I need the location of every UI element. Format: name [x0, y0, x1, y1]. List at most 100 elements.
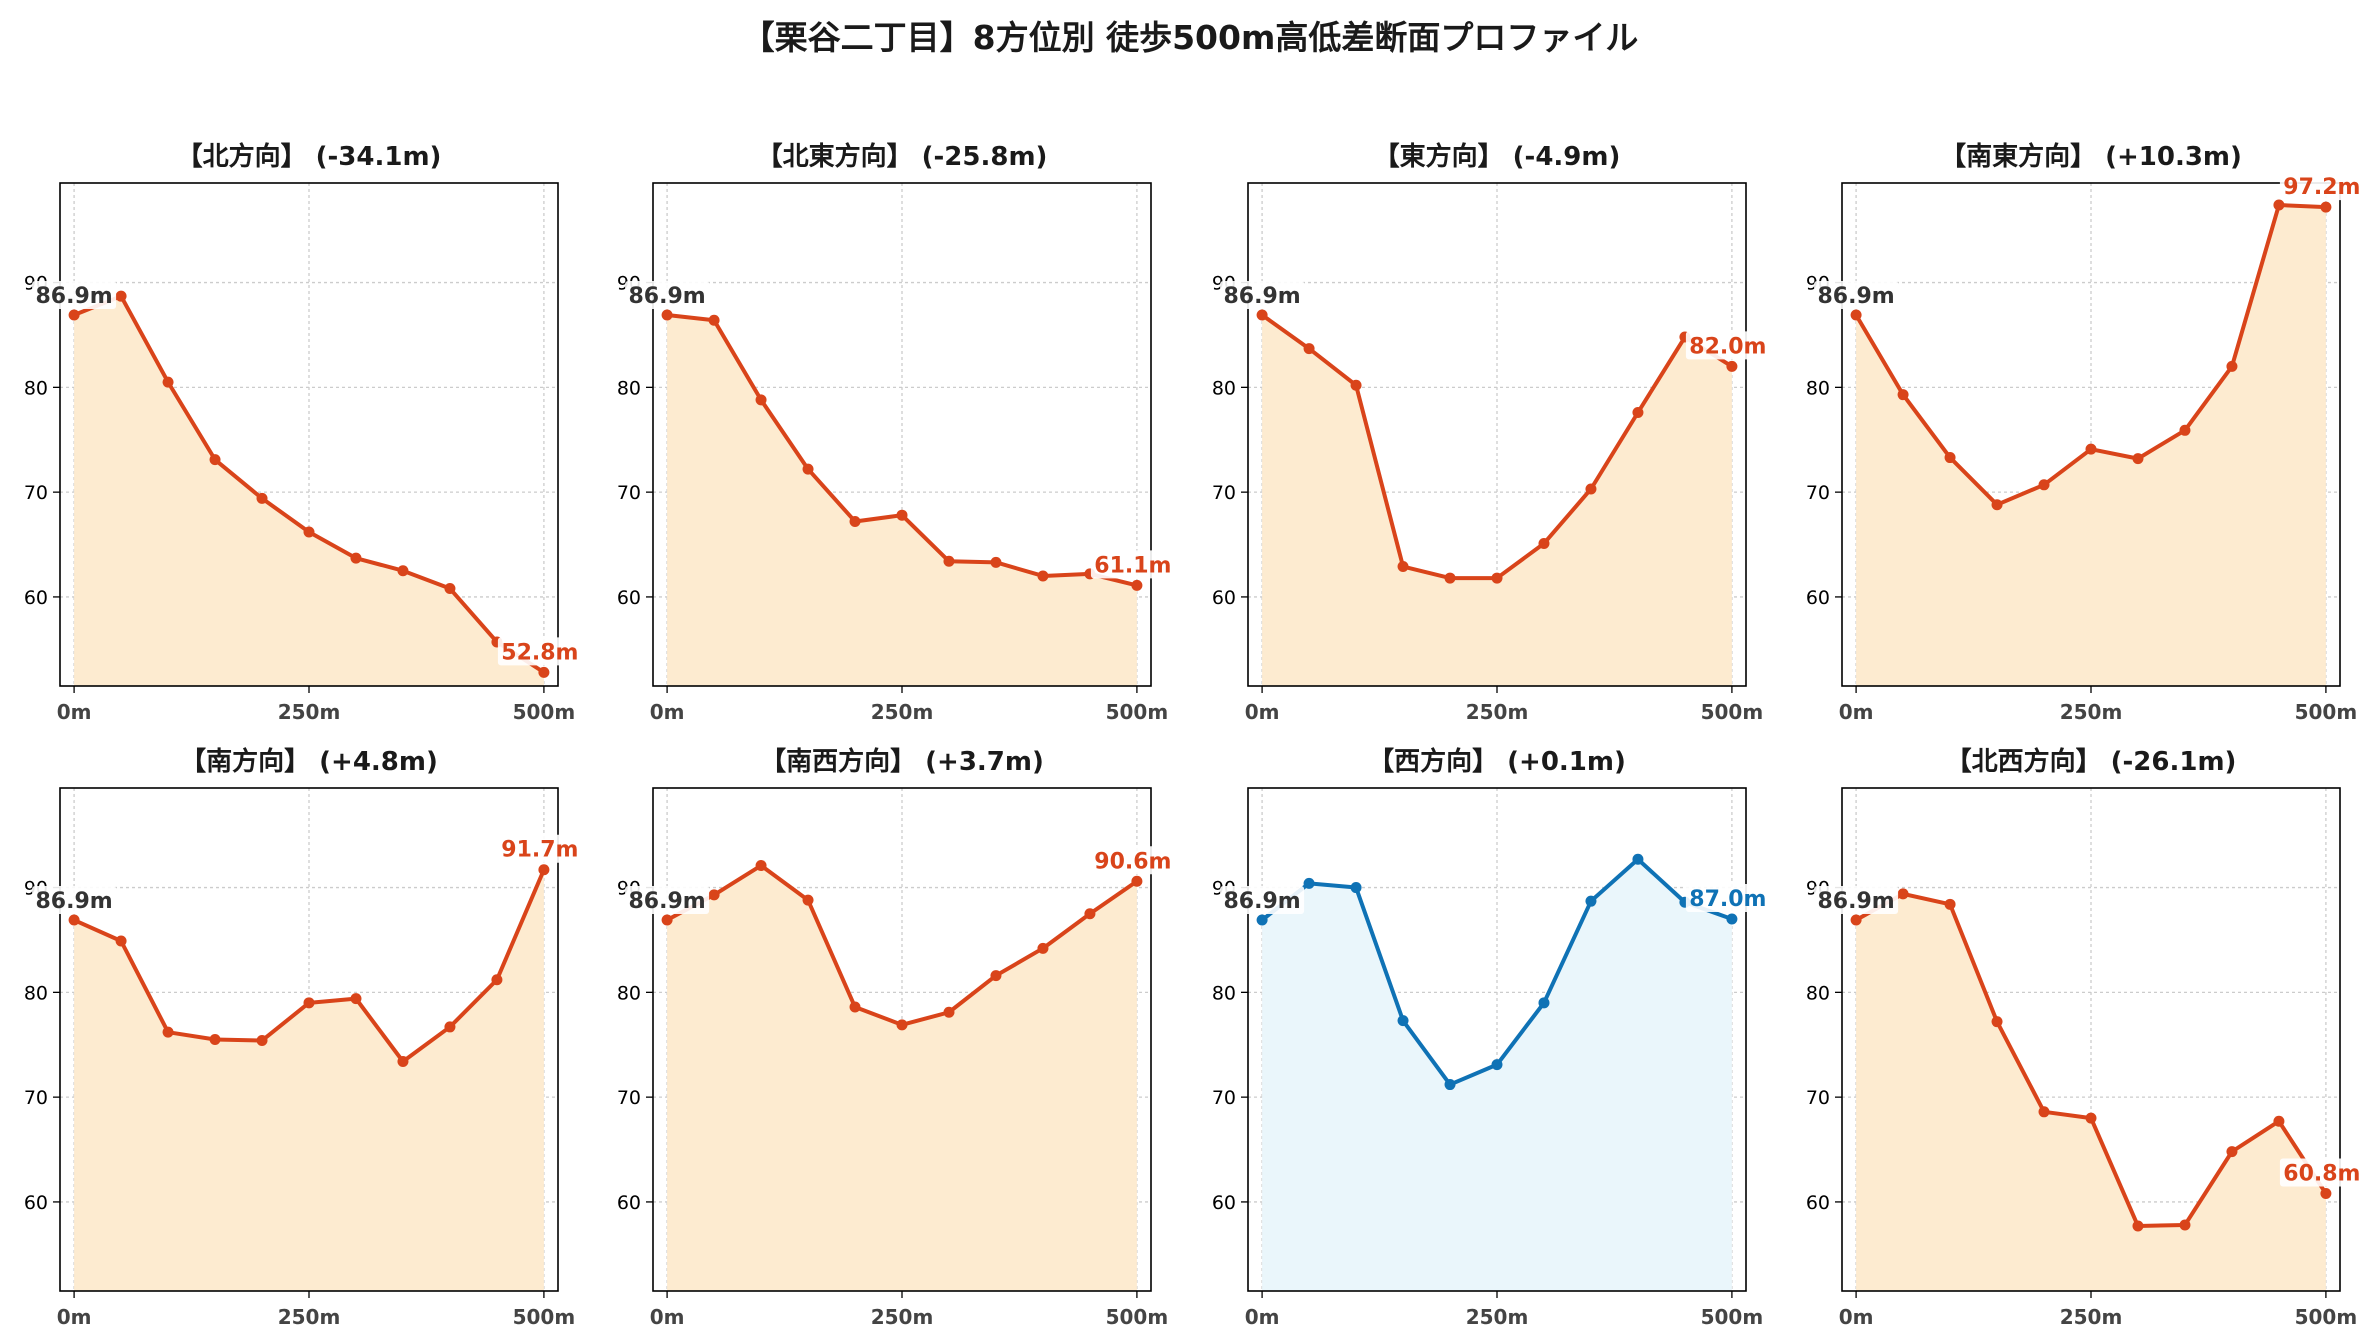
y-tick-label: 60 [617, 587, 641, 609]
data-point [2132, 453, 2144, 465]
y-tick-label: 70 [1806, 482, 1830, 504]
y-tick-label: 70 [617, 1087, 641, 1109]
data-point [896, 1019, 908, 1031]
area-fill [1856, 205, 2326, 686]
data-point [2038, 1106, 2050, 1118]
area-fill [667, 315, 1137, 686]
end-label-bg [1090, 550, 1175, 579]
x-tick-label: 500m [513, 700, 576, 724]
data-point [849, 1001, 861, 1013]
data-point [209, 1034, 221, 1045]
data-point [1037, 942, 1049, 954]
start-label-bg [1814, 281, 1899, 310]
y-tick-label: 60 [24, 587, 48, 609]
start-label-bg [32, 281, 117, 310]
subplot-title: 【南東方向】 (+10.3m) [1940, 141, 2242, 172]
y-tick-label: 80 [617, 377, 641, 399]
start-label: 86.9m [628, 889, 705, 914]
x-tick-label: 0m [1245, 1305, 1280, 1329]
y-tick-label: 80 [24, 982, 48, 1004]
data-point [802, 894, 814, 906]
data-point [1303, 343, 1315, 355]
data-point [2320, 201, 2332, 213]
area-fill [1856, 893, 2326, 1291]
subplot: 【南西方向】 (+3.7m)607080900m250m500m86.9m90.… [617, 746, 1175, 1329]
x-tick-label: 250m [1466, 700, 1529, 724]
data-point [1585, 483, 1597, 495]
data-point [1397, 561, 1409, 573]
data-point [491, 974, 503, 986]
start-label: 86.9m [35, 889, 112, 914]
data-point [68, 309, 80, 321]
start-label-bg [1220, 886, 1305, 915]
area-fill [1262, 315, 1732, 686]
x-tick-label: 250m [871, 700, 934, 724]
subplot: 【西方向】 (+0.1m)607080900m250m500m86.9m87.0… [1212, 746, 1770, 1329]
data-point [1538, 537, 1550, 549]
data-point [538, 666, 550, 678]
x-tick-label: 0m [1245, 700, 1280, 724]
x-tick-label: 500m [2295, 700, 2358, 724]
y-tick-label: 60 [1806, 587, 1830, 609]
data-point [990, 970, 1002, 982]
subplot: 【北東方向】 (-25.8m)607080900m250m500m86.9m61… [617, 141, 1175, 724]
data-point [397, 565, 409, 577]
data-point [1303, 877, 1315, 889]
data-point [1084, 908, 1096, 920]
data-point [1991, 499, 2003, 511]
x-tick-label: 250m [2060, 700, 2123, 724]
data-point [1897, 888, 1909, 900]
x-tick-label: 250m [1466, 1305, 1529, 1329]
area-fill [667, 865, 1137, 1291]
subplot: 【北西方向】 (-26.1m)607080900m250m500m86.9m60… [1806, 746, 2364, 1329]
y-tick-label: 60 [1806, 1192, 1830, 1214]
data-point [1897, 389, 1909, 401]
data-point [2179, 1219, 2191, 1231]
end-label-bg [1090, 846, 1175, 875]
y-tick-label: 60 [24, 1192, 48, 1214]
start-label: 86.9m [35, 284, 112, 309]
x-tick-label: 0m [650, 1305, 685, 1329]
subplot: 【南東方向】 (+10.3m)607080900m250m500m86.9m97… [1806, 141, 2364, 724]
data-point [1944, 452, 1956, 464]
start-label: 86.9m [1223, 284, 1300, 309]
end-label: 91.7m [501, 838, 578, 863]
data-point [1944, 898, 1956, 910]
end-label-bg [2279, 172, 2364, 201]
end-label-bg [1685, 883, 1770, 912]
data-point [2273, 199, 2285, 211]
x-tick-label: 0m [650, 700, 685, 724]
end-label: 97.2m [2283, 175, 2360, 200]
data-point [943, 555, 955, 567]
subplot-title: 【北東方向】 (-25.8m) [757, 141, 1048, 172]
data-point [303, 997, 315, 1009]
y-tick-label: 80 [1806, 377, 1830, 399]
y-tick-label: 70 [1806, 1087, 1830, 1109]
data-point [2085, 443, 2097, 455]
x-tick-label: 250m [278, 700, 341, 724]
data-point [1256, 309, 1268, 321]
x-tick-label: 0m [1839, 700, 1874, 724]
data-point [1726, 913, 1738, 925]
y-tick-label: 80 [1212, 982, 1236, 1004]
data-point [1397, 1015, 1409, 1027]
end-label-bg [2279, 1158, 2364, 1187]
start-label: 86.9m [1817, 889, 1894, 914]
data-point [162, 376, 174, 388]
y-tick-label: 60 [1212, 1192, 1236, 1214]
end-label: 52.8m [501, 640, 578, 665]
subplot-title: 【北西方向】 (-26.1m) [1946, 746, 2237, 777]
data-point [2132, 1220, 2144, 1232]
data-point [68, 914, 80, 926]
end-label-bg [1685, 331, 1770, 360]
data-point [1632, 853, 1644, 865]
x-tick-label: 250m [278, 1305, 341, 1329]
x-tick-label: 0m [1839, 1305, 1874, 1329]
data-point [256, 1035, 268, 1047]
data-point [661, 309, 673, 321]
x-tick-label: 0m [57, 700, 92, 724]
data-point [303, 526, 315, 538]
y-tick-label: 70 [24, 1087, 48, 1109]
data-point [350, 993, 362, 1005]
